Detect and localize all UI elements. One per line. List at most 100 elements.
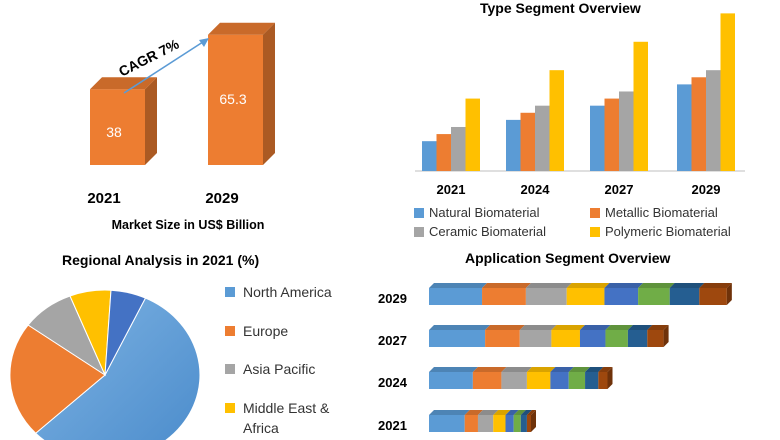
app-segment-top (550, 367, 574, 372)
legend-polymeric: Polymeric Biomaterial (590, 224, 731, 239)
app-bar-side-2027 (663, 325, 669, 347)
app-segment-2029-4 (604, 288, 639, 305)
app-segment-top (568, 367, 591, 372)
app-segment-2024-4 (550, 372, 569, 389)
type-segment-title: Type Segment Overview (480, 0, 641, 16)
type-bar-2021-metallic-biomaterial (436, 134, 451, 171)
pie-slice-south-america (104, 289, 147, 376)
pie-legend-asia-pacific: Asia Pacific (225, 359, 315, 379)
type-bar-2027-natural-biomaterial (590, 105, 605, 171)
type-bar-2024-metallic-biomaterial (520, 112, 535, 171)
market-bar-2029 (208, 22, 275, 165)
app-segment-2024-2 (501, 372, 527, 389)
app-segment-2029-2 (525, 288, 567, 305)
regional-pie-chart (9, 289, 201, 440)
app-segment-top (429, 325, 491, 330)
app-segment-2029-1 (482, 288, 526, 305)
app-segment-2027-6 (627, 330, 648, 347)
app-segment-top (519, 325, 557, 330)
type-bar-2021-polymeric-biomaterial (465, 98, 480, 171)
market-value-label-2029: 65.3 (219, 91, 246, 107)
market-axis-title: Market Size in US$ Billion (112, 218, 265, 232)
app-segment-top (429, 283, 488, 288)
legend-metallic-label: Metallic Biomaterial (605, 205, 718, 220)
pie-slice-europe (9, 324, 106, 434)
market-x-label-2021: 2021 (87, 190, 120, 207)
app-segment-top (605, 325, 633, 330)
app-segment-2024-1 (472, 372, 502, 389)
pie-legend-middle-east-africa-label: Middle East & Africa (243, 400, 330, 436)
type-bar-2024-ceramic-biomaterial (535, 105, 550, 171)
type-x-label-2027: 2027 (605, 182, 634, 197)
type-bar-2027-ceramic-biomaterial (619, 91, 634, 171)
legend-metallic-swatch (590, 207, 600, 218)
app-segment-2024-7 (598, 372, 608, 389)
pie-legend-middle-east-africa: Middle East & Africa (225, 398, 345, 438)
app-segment-top (472, 367, 507, 372)
market-bar-top (90, 77, 157, 90)
app-segment-top (699, 283, 732, 288)
type-bar-2024-natural-biomaterial (506, 119, 521, 171)
pie-legend-north-america-swatch (225, 287, 235, 297)
type-segment-chart: 2021 2024 2027 2029 (415, 13, 745, 197)
app-segment-2024-3 (526, 372, 551, 389)
legend-natural-label: Natural Biomaterial (429, 205, 540, 220)
market-bar-side (145, 77, 157, 165)
legend-natural-swatch (414, 207, 424, 218)
market-bar-front (208, 34, 263, 165)
legend-polymeric-label: Polymeric Biomaterial (605, 224, 731, 239)
app-segment-2029-7 (699, 288, 727, 305)
regional-analysis-title: Regional Analysis in 2021 (%) (62, 252, 260, 268)
app-segment-top (598, 367, 613, 372)
type-bar-2021-ceramic-biomaterial (451, 126, 466, 171)
pie-legend-europe-swatch (225, 326, 235, 336)
legend-polymeric-swatch (590, 226, 600, 237)
app-segment-2021-3 (493, 415, 506, 432)
app-segment-2027-1 (485, 330, 520, 347)
pie-legend-asia-pacific-label: Asia Pacific (243, 361, 316, 377)
app-segment-top (604, 283, 644, 288)
app-segment-top (647, 325, 669, 330)
app-y-label-2027: 2027 (378, 333, 407, 348)
cagr-annotation: CAGR 7% (116, 35, 182, 79)
market-bar-top (208, 22, 275, 35)
app-segment-2027-4 (579, 330, 606, 347)
pie-legend-europe-label: Europe (243, 323, 289, 339)
app-segment-2021-2 (477, 415, 494, 432)
app-segment-top (501, 367, 532, 372)
app-segment-top (493, 410, 511, 415)
app-segment-top (520, 410, 532, 415)
app-segment-top (505, 410, 519, 415)
type-x-label-2029: 2029 (692, 182, 721, 197)
app-segment-top (482, 283, 531, 288)
app-segment-2027-3 (551, 330, 580, 347)
type-bar-2024-polymeric-biomaterial (549, 70, 564, 171)
app-segment-2027-0 (429, 330, 486, 347)
app-segment-2021-7 (526, 415, 531, 432)
market-bar-2021 (90, 77, 157, 165)
app-segment-2027-7 (647, 330, 664, 347)
app-segment-top (526, 367, 556, 372)
app-segment-2029-3 (566, 288, 605, 305)
pie-legend-north-america-label: North America (243, 284, 332, 300)
market-size-chart: 38 65.3 2021 2029 Market Size in US$ Bil… (87, 22, 275, 232)
app-bar-side-2029 (726, 283, 732, 305)
cagr-arrow (123, 39, 207, 94)
legend-metallic: Metallic Biomaterial (590, 205, 718, 220)
app-segment-2027-2 (519, 330, 552, 347)
app-y-label-2021: 2021 (378, 418, 407, 433)
market-bar-front (90, 89, 145, 165)
app-segment-top (669, 283, 705, 288)
pie-legend-middle-east-africa-swatch (225, 403, 235, 413)
app-segment-top (477, 410, 499, 415)
app-segment-top (551, 325, 585, 330)
app-bar-side-2024 (607, 367, 613, 389)
type-x-label-2021: 2021 (437, 182, 466, 197)
app-segment-2024-5 (568, 372, 586, 389)
app-segment-2029-6 (669, 288, 700, 305)
pie-legend-north-america: North America (225, 282, 332, 302)
app-segment-2021-5 (513, 415, 521, 432)
app-segment-2021-0 (429, 415, 465, 432)
app-segment-top (585, 367, 604, 372)
